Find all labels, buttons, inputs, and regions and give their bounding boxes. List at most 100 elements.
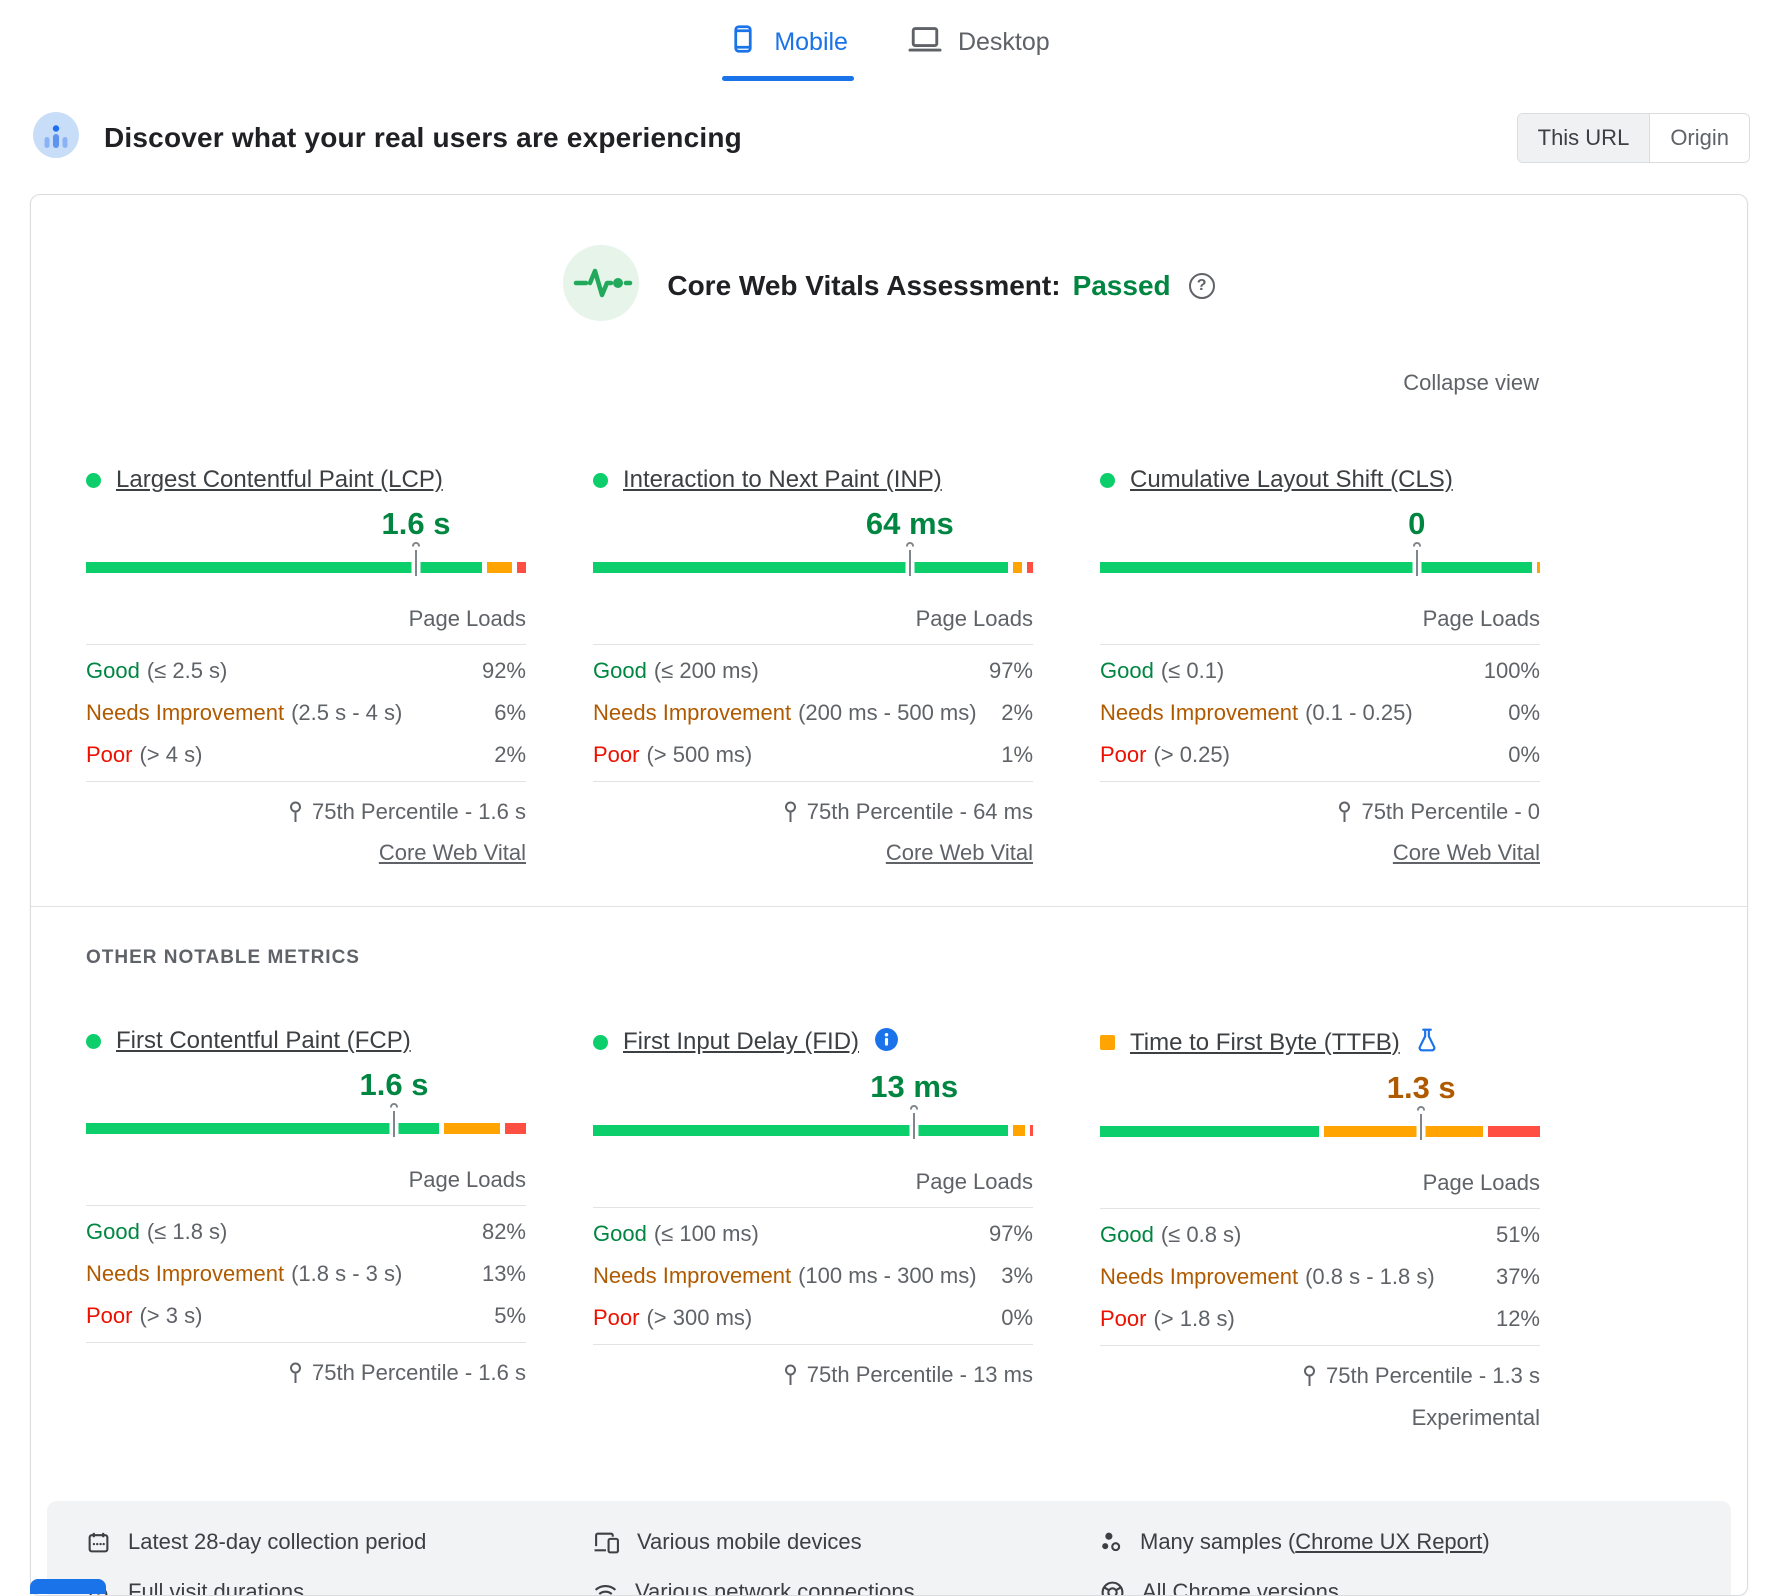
bar-poor-segment <box>1488 1126 1540 1137</box>
percentile-marker <box>910 1105 918 1139</box>
distribution-row-good: Good(≤ 200 ms) 97% <box>593 650 1033 692</box>
experimental-flask-icon <box>1415 1027 1439 1058</box>
collection-info-footer: Latest 28-day collection period Various … <box>47 1501 1731 1596</box>
collapse-view-link[interactable]: Collapse view <box>1403 370 1539 395</box>
distribution-table: Good(≤ 0.8 s) 51% Needs Improvement(0.8 … <box>1100 1208 1540 1346</box>
percentile-marker <box>906 542 914 576</box>
percentile-row: 75th Percentile - 64 ms <box>593 799 1033 825</box>
bar-poor-segment <box>1030 1125 1033 1136</box>
distribution-bar <box>593 562 1033 573</box>
metric-gauge: 1.6 s <box>86 498 526 586</box>
metric-value: 1.6 s <box>382 506 451 542</box>
distribution-row-good: Good(≤ 2.5 s) 92% <box>86 650 526 692</box>
distribution-row-needs-improvement: Needs Improvement(0.1 - 0.25) 0% <box>1100 692 1540 734</box>
percentile-row: 75th Percentile - 1.6 s <box>86 799 526 825</box>
this-url-button[interactable]: This URL <box>1518 114 1650 162</box>
distribution-row-good: Good(≤ 0.8 s) 51% <box>1100 1214 1540 1256</box>
status-dot-icon <box>1100 473 1115 488</box>
distribution-row-needs-improvement: Needs Improvement(2.5 s - 4 s) 6% <box>86 692 526 734</box>
percentile-marker <box>412 542 420 576</box>
distribution-row-good: Good(≤ 1.8 s) 82% <box>86 1211 526 1253</box>
other-metrics-row: First Contentful Paint (FCP) 1.6 s Page … <box>31 1027 1747 1431</box>
bar-poor-segment <box>1027 562 1033 573</box>
metric-title-fid[interactable]: First Input Delay (FID) <box>623 1028 859 1056</box>
bar-poor-segment <box>517 562 526 573</box>
bar-good-segment <box>593 1125 1008 1136</box>
metric-gauge: 13 ms <box>593 1061 1033 1149</box>
metric-card-ttfb: Time to First Byte (TTFB) 1.3 s Page Lo <box>1100 1027 1540 1431</box>
distribution-row-poor: Poor(> 0.25) 0% <box>1100 734 1540 776</box>
scope-toggle: This URL Origin <box>1517 113 1750 163</box>
chrome-versions-item: All Chrome versions <box>1100 1579 1711 1596</box>
distribution-row-needs-improvement: Needs Improvement(100 ms - 300 ms) 3% <box>593 1255 1033 1297</box>
distribution-bar <box>86 562 526 573</box>
origin-button[interactable]: Origin <box>1649 114 1749 162</box>
bar-needs-improvement-segment <box>1013 1125 1024 1136</box>
distribution-table: Good(≤ 100 ms) 97% Needs Improvement(100… <box>593 1207 1033 1345</box>
metric-value: 1.3 s <box>1387 1070 1456 1106</box>
status-dot-icon <box>593 473 608 488</box>
bar-good-segment <box>86 1123 439 1134</box>
pulse-icon <box>563 245 639 326</box>
distribution-bar <box>1100 562 1540 573</box>
percentile-row: 75th Percentile - 0 <box>1100 799 1540 825</box>
bar-needs-improvement-segment <box>1324 1126 1483 1137</box>
help-icon[interactable]: ? <box>1189 273 1215 299</box>
bar-needs-improvement-segment <box>1013 562 1022 573</box>
bar-good-segment <box>1100 562 1532 573</box>
field-data-card: Core Web Vitals Assessment: Passed ? Col… <box>30 194 1748 1596</box>
core-web-vital-link[interactable]: Core Web Vital <box>1393 840 1540 865</box>
visit-durations-item: Full visit durations <box>86 1579 526 1596</box>
bar-poor-segment <box>505 1123 527 1134</box>
pin-icon <box>783 1364 798 1387</box>
bar-needs-improvement-segment <box>487 562 513 573</box>
status-dot-icon <box>593 1035 608 1050</box>
field-data-header: Discover what your real users are experi… <box>0 81 1778 190</box>
metric-title-lcp[interactable]: Largest Contentful Paint (LCP) <box>116 466 443 494</box>
samples-item: Many samples (Chrome UX Report) <box>1100 1529 1711 1555</box>
metric-value: 13 ms <box>870 1069 958 1105</box>
metric-title-inp[interactable]: Interaction to Next Paint (INP) <box>623 466 942 494</box>
feedback-button[interactable] <box>30 1579 106 1594</box>
distribution-row-needs-improvement: Needs Improvement(0.8 s - 1.8 s) 37% <box>1100 1256 1540 1298</box>
core-metrics-row: Largest Contentful Paint (LCP) 1.6 s Pag… <box>31 466 1747 866</box>
percentile-marker <box>390 1103 398 1137</box>
metric-title-ttfb[interactable]: Time to First Byte (TTFB) <box>1130 1029 1400 1057</box>
metric-title-cls[interactable]: Cumulative Layout Shift (CLS) <box>1130 466 1453 494</box>
metric-value: 0 <box>1408 506 1425 542</box>
page-loads-label: Page Loads <box>1100 1170 1540 1196</box>
metric-gauge: 1.3 s <box>1100 1062 1540 1150</box>
distribution-row-poor: Poor(> 1.8 s) 12% <box>1100 1298 1540 1340</box>
page-loads-label: Page Loads <box>86 1167 526 1193</box>
pin-icon <box>288 801 303 824</box>
metric-card-inp: Interaction to Next Paint (INP) 64 ms Pa… <box>593 466 1033 866</box>
page-loads-label: Page Loads <box>593 606 1033 632</box>
distribution-bar <box>593 1125 1033 1136</box>
devices-icon <box>593 1530 620 1554</box>
pin-icon <box>783 801 798 824</box>
assessment-status: Passed <box>1073 270 1171 302</box>
metric-title-fcp[interactable]: First Contentful Paint (FCP) <box>116 1027 411 1055</box>
core-web-vital-link[interactable]: Core Web Vital <box>379 840 526 865</box>
other-metrics-heading: OTHER NOTABLE METRICS <box>31 907 1747 969</box>
percentile-row: 75th Percentile - 13 ms <box>593 1362 1033 1388</box>
status-square-icon <box>1100 1035 1115 1050</box>
percentile-marker <box>1417 1106 1425 1140</box>
chrome-ux-report-link[interactable]: Chrome UX Report <box>1295 1529 1482 1554</box>
bar-good-segment <box>1100 1126 1319 1137</box>
percentile-row: 75th Percentile - 1.6 s <box>86 1360 526 1386</box>
tab-desktop[interactable]: Desktop <box>902 18 1056 81</box>
tab-desktop-label: Desktop <box>958 28 1050 57</box>
experimental-label: Experimental <box>1100 1405 1540 1431</box>
distribution-row-poor: Poor(> 500 ms) 1% <box>593 734 1033 776</box>
core-web-vital-link[interactable]: Core Web Vital <box>886 840 1033 865</box>
metric-card-lcp: Largest Contentful Paint (LCP) 1.6 s Pag… <box>86 466 526 866</box>
distribution-row-needs-improvement: Needs Improvement(1.8 s - 3 s) 13% <box>86 1253 526 1295</box>
mobile-phone-icon <box>728 24 758 61</box>
distribution-row-good: Good(≤ 100 ms) 97% <box>593 1213 1033 1255</box>
distribution-table: Good(≤ 2.5 s) 92% Needs Improvement(2.5 … <box>86 644 526 782</box>
percentile-marker <box>1413 542 1421 576</box>
tab-mobile[interactable]: Mobile <box>722 18 854 81</box>
page-title: Discover what your real users are experi… <box>104 122 1493 154</box>
info-icon[interactable] <box>874 1027 899 1057</box>
